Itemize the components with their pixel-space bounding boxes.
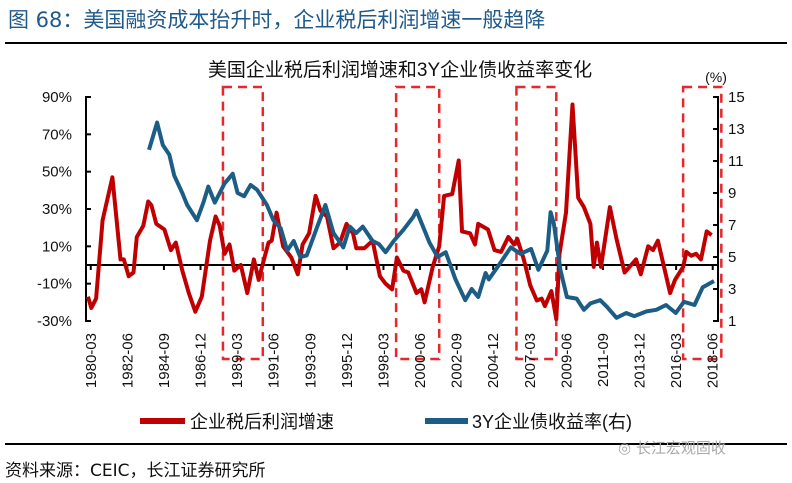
x-tick-label: 2000-06 <box>412 333 429 388</box>
left-tick-label: 70% <box>42 126 72 143</box>
profit-growth-line <box>86 102 713 322</box>
x-tick-label: 1984-09 <box>156 333 173 388</box>
left-tick-label: 90% <box>42 89 72 106</box>
highlight-box-4 <box>681 85 723 361</box>
bottom-rule <box>5 443 787 445</box>
x-tick-label: 1993-09 <box>302 333 319 388</box>
x-tick-label: 1998-03 <box>375 333 392 388</box>
corporate-bond-yield-line <box>147 120 715 320</box>
right-tick-label: 1 <box>728 313 736 330</box>
right-tick-label: 5 <box>728 249 736 266</box>
right-tick-label: 3 <box>728 281 736 298</box>
left-tick-label: -10% <box>37 276 72 293</box>
x-tick-label: 2011-09 <box>595 333 612 387</box>
axes: 90% 70% 50% 30% 10% -10% -30% 15 13 11 9 7 5 3 1 1980-0… <box>37 89 745 388</box>
x-tick-label: 2009-06 <box>558 333 575 388</box>
left-tick-label: 50% <box>42 164 72 181</box>
highlight-box-2 <box>394 85 441 361</box>
right-tick-label: 11 <box>728 153 744 170</box>
x-tick-label: 2007-03 <box>522 333 539 388</box>
legend: 企业税后利润增速 3Y企业债收益率(右) <box>140 412 632 432</box>
chart-title: 美国企业税后利润增速和3Y企业债收益率变化 <box>208 59 592 81</box>
right-tick-label: 13 <box>728 121 745 138</box>
right-tick-label: 7 <box>728 217 736 234</box>
figure-title: 图 68：美国融资成本抬升时，企业税后利润增速一般趋降 <box>8 8 546 32</box>
right-axis-unit: (%) <box>705 69 727 85</box>
x-tick-label: 1995-12 <box>339 333 356 388</box>
wechat-icon: ◎ <box>618 439 636 457</box>
highlight-box-1 <box>221 85 265 361</box>
left-tick-label: 10% <box>42 238 72 255</box>
top-rule <box>5 42 787 44</box>
x-tick-label: 1980-03 <box>83 333 100 388</box>
x-tick-label: 2016-03 <box>668 333 685 388</box>
right-tick-label: 9 <box>728 185 736 202</box>
x-tick-label: 1986-12 <box>193 333 210 388</box>
legend-label-profit: 企业税后利润增速 <box>190 412 334 432</box>
x-tick-label: 2002-09 <box>449 333 466 388</box>
x-tick-label: 2004-12 <box>485 333 502 388</box>
x-tick-label: 1989-03 <box>229 333 246 388</box>
x-tick-label: 1982-06 <box>119 333 136 388</box>
watermark: ◎ 长江宏观固收 <box>618 437 726 458</box>
legend-label-yield: 3Y企业债收益率(右) <box>472 412 632 432</box>
x-tick-label: 2018-06 <box>705 333 722 388</box>
left-tick-label: -30% <box>37 313 72 330</box>
x-tick-label: 1991-06 <box>266 333 283 388</box>
watermark-text: 长江宏观固收 <box>635 439 726 457</box>
source-note: 资料来源：CEIC，长江证券研究所 <box>5 461 266 481</box>
x-tick-label: 2013-12 <box>632 333 649 388</box>
highlight-box-3 <box>515 85 558 361</box>
right-tick-label: 15 <box>728 89 745 106</box>
series-lines <box>86 102 715 322</box>
highlight-boxes <box>221 85 723 361</box>
left-tick-label: 30% <box>42 201 72 218</box>
